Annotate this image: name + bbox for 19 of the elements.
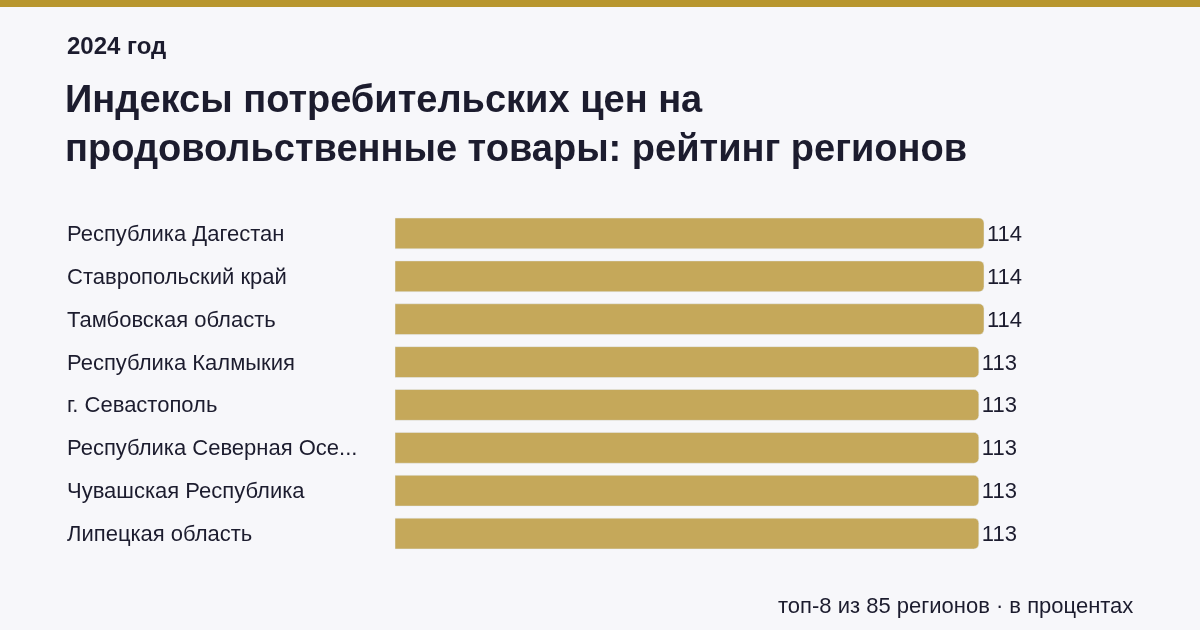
data-label: 113 (981, 349, 1017, 375)
data-label: 113 (981, 435, 1017, 461)
y-tick-label: Липецкая область (67, 521, 253, 546)
data-label: 114 (987, 220, 1023, 246)
data-label: 113 (981, 478, 1017, 504)
y-tick-label: Ставропольский край (67, 264, 287, 289)
data-label: 113 (981, 392, 1017, 418)
y-tick-label: Тамбовская область (67, 307, 276, 332)
chart-title: Индексы потребительских цен на продовольственные товары: рейтинг регионов (65, 78, 968, 170)
text: 2024 год (67, 32, 167, 59)
y-tick-label: Чувашская Республика (67, 478, 306, 503)
y-tick-label: Республика Дагестан (67, 221, 285, 246)
y-tick-label: Республика Северная Осе... (67, 435, 358, 460)
y-tick-label: Республика Калмыкия (67, 350, 295, 375)
data-label: 114 (987, 306, 1023, 332)
text: топ-8 из 85 регионов · в процентах (778, 593, 1134, 618)
y-tick-label: г. Севастополь (67, 392, 218, 417)
data-label: 113 (981, 521, 1017, 547)
data-label: 114 (987, 263, 1023, 289)
